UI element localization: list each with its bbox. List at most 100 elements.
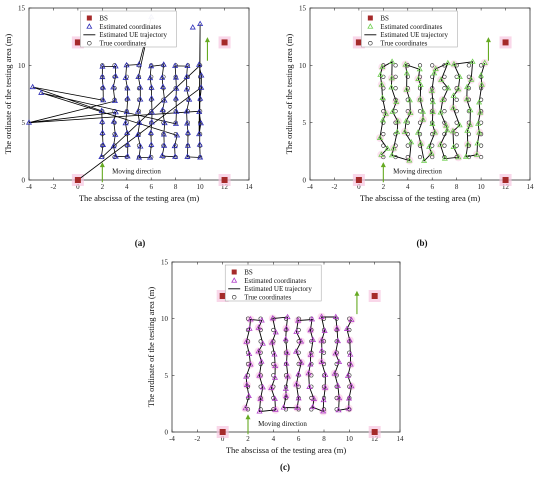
estimated-coordinate-point [146, 154, 154, 160]
x-tick-label: -4 [307, 183, 313, 191]
estimated-coordinate-point [416, 65, 423, 72]
true-coordinate-point [430, 86, 435, 91]
true-coordinate-point [321, 395, 327, 401]
plot-frame [171, 261, 401, 433]
estimated-coordinate-point [148, 108, 156, 115]
estimated-coordinate-point [402, 61, 409, 67]
estimated-coordinate-point [441, 155, 448, 161]
estimated-coordinate-point [332, 313, 339, 319]
estimated-coordinate-point [384, 145, 391, 151]
trajectory-line [379, 61, 486, 162]
legend-box [80, 10, 177, 48]
estimated-coordinate-point [476, 99, 483, 105]
estimated-coordinate-point [431, 69, 438, 76]
estimated-coordinate-point [196, 108, 203, 115]
estimated-coordinate-point [283, 325, 290, 331]
estimated-coordinate-point [322, 384, 329, 390]
estimated-coordinate-point [136, 61, 143, 67]
true-coordinate-point [296, 316, 301, 321]
estimated-coordinate-point [320, 407, 327, 414]
estimated-coordinate-point [283, 392, 290, 399]
estimated-coordinate-point [379, 116, 386, 123]
true-coordinate-point [454, 109, 459, 114]
estimated-coordinate-point [112, 62, 119, 69]
estimated-coordinate-point [183, 108, 190, 114]
true-coordinate-point [381, 120, 386, 125]
estimated-coordinate-point [247, 361, 254, 367]
x-tick-label: 0 [357, 183, 361, 191]
estimated-coordinate-point [334, 325, 341, 331]
estimated-coordinate-point [309, 336, 317, 343]
chart-panel-1: -4 -2 0 2 4 6 8 10 12 14 0 5 10 15 The abscissa of the… [3, 5, 253, 249]
estimated-coordinate-point [137, 84, 144, 90]
estimated-coordinate-point [345, 405, 352, 411]
true-coordinate-point [393, 97, 398, 102]
estimated-coordinate-point [148, 84, 155, 90]
true-coordinate-point [296, 350, 301, 355]
estimated-coordinate-point [112, 153, 119, 159]
estimated-coordinate-point [334, 337, 341, 344]
bs-marker [219, 429, 226, 435]
estimated-coordinate-point [147, 129, 154, 135]
x-tick-label: 12 [221, 183, 229, 191]
estimated-coordinate-point [307, 351, 314, 357]
x-tick-label: 6 [297, 435, 301, 443]
estimated-coordinate-point [345, 395, 353, 401]
estimated-coordinate-point [382, 110, 389, 116]
estimated-coordinate-point [456, 121, 463, 128]
x-tick-label: -2 [332, 183, 338, 191]
y-tick-label: 15 [18, 5, 26, 13]
estimated-coordinate-point [431, 129, 438, 135]
estimated-coordinate-point [343, 325, 350, 331]
estimated-coordinate-point [247, 316, 254, 322]
estimated-coordinate-point [282, 335, 289, 342]
estimated-coordinate-point [421, 157, 428, 163]
true-coordinate-point [454, 97, 459, 102]
x-tick-label: 8 [174, 183, 178, 191]
estimated-coordinate-point [196, 130, 203, 137]
estimated-coordinate-point [432, 65, 439, 71]
x-axis-label: The abscissa of the testing area (m) [226, 445, 347, 455]
estimated-coordinate-point [417, 140, 424, 146]
estimated-coordinate-point [388, 74, 395, 81]
estimated-coordinate-point [136, 119, 143, 126]
estimated-coordinate-point [255, 348, 262, 354]
estimated-coordinate-point [376, 134, 383, 140]
estimated-coordinate-point [148, 141, 155, 147]
estimated-coordinate-point [344, 372, 351, 378]
estimated-coordinate-point [450, 143, 457, 149]
legend-label: BS [244, 268, 253, 276]
estimated-coordinate-point [268, 339, 275, 345]
estimated-coordinate-point [403, 117, 410, 124]
legend-label: Estimated coordinates [380, 23, 442, 31]
true-coordinate-point [417, 86, 423, 91]
estimated-coordinate-point [110, 118, 117, 124]
estimated-coordinate-point [259, 340, 266, 346]
x-tick-label: 10 [346, 435, 354, 443]
estimated-coordinate-point [393, 98, 400, 104]
estimated-coordinate-point [259, 383, 266, 390]
estimated-coordinate-point [438, 76, 445, 82]
estimated-coordinate-point [445, 84, 452, 91]
bs-marker [355, 177, 362, 183]
estimated-coordinate-point [198, 72, 205, 78]
y-tick-label: 15 [299, 5, 307, 13]
estimated-coordinate-point [331, 370, 338, 376]
x-tick-label: 10 [478, 183, 486, 191]
estimated-coordinate-point [246, 325, 253, 331]
true-coordinate-point [479, 63, 484, 68]
estimate-halo [241, 404, 250, 413]
estimated-coordinate-point [292, 348, 300, 354]
estimated-coordinate-point [466, 121, 473, 127]
estimated-coordinate-point [112, 72, 119, 79]
true-coordinate-point [466, 97, 471, 102]
bs-marker [221, 177, 228, 183]
estimated-coordinate-point [258, 358, 265, 364]
estimated-coordinate-point [172, 62, 179, 68]
estimated-coordinate-point [332, 350, 339, 356]
estimated-coordinate-point [455, 153, 462, 160]
estimated-coordinate-point [394, 128, 401, 135]
estimated-coordinate-point [295, 317, 302, 323]
estimated-coordinate-point [124, 129, 131, 135]
